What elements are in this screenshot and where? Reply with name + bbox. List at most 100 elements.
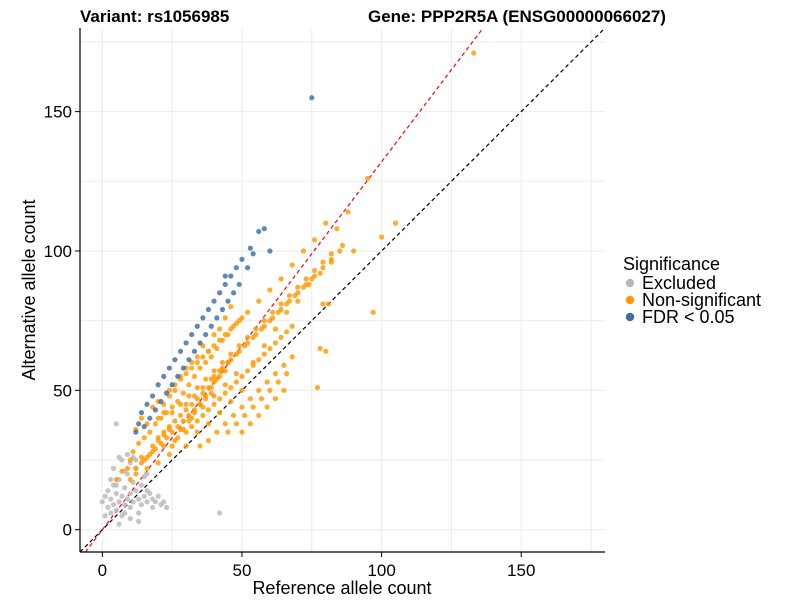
point-non-significant <box>236 343 242 349</box>
point-non-significant <box>253 326 259 332</box>
point-excluded <box>110 502 117 508</box>
point-non-significant <box>211 343 217 349</box>
point-fdr-0-05 <box>141 423 147 430</box>
point-non-significant <box>314 384 320 391</box>
point-non-significant <box>286 298 293 304</box>
point-non-significant <box>267 387 273 393</box>
point-fdr-0-05 <box>228 273 234 279</box>
point-excluded <box>122 502 128 508</box>
point-excluded <box>124 496 131 502</box>
point-non-significant <box>130 449 136 455</box>
point-non-significant <box>289 354 295 360</box>
point-non-significant <box>211 373 217 380</box>
point-non-significant <box>183 401 189 407</box>
point-non-significant <box>222 331 228 338</box>
point-fdr-0-05 <box>144 401 150 407</box>
point-excluded <box>127 504 133 511</box>
point-fdr-0-05 <box>225 298 231 304</box>
point-non-significant <box>256 412 262 419</box>
point-fdr-0-05 <box>133 429 139 435</box>
point-fdr-0-05 <box>147 415 153 421</box>
point-fdr-0-05 <box>194 323 200 329</box>
y-tick-label: 0 <box>63 521 72 540</box>
chart-title-variant: Variant: rs1056985 <box>80 7 229 26</box>
point-non-significant <box>217 326 223 332</box>
point-non-significant <box>228 351 234 357</box>
point-non-significant <box>194 429 200 435</box>
point-fdr-0-05 <box>239 256 245 262</box>
point-non-significant <box>127 476 133 483</box>
point-fdr-0-05 <box>214 315 220 321</box>
point-non-significant <box>233 379 239 385</box>
point-non-significant <box>197 401 203 407</box>
point-non-significant <box>284 309 290 315</box>
point-non-significant <box>191 393 198 399</box>
point-non-significant <box>136 440 142 446</box>
point-fdr-0-05 <box>138 410 145 416</box>
point-fdr-0-05 <box>183 340 189 346</box>
point-non-significant <box>205 407 212 413</box>
point-non-significant <box>270 309 276 315</box>
point-non-significant <box>230 412 237 419</box>
point-non-significant <box>272 340 279 346</box>
point-excluded <box>105 504 111 511</box>
y-tick-label: 100 <box>44 242 72 261</box>
point-non-significant <box>337 248 343 254</box>
point-non-significant <box>242 412 248 419</box>
point-non-significant <box>186 382 192 388</box>
point-non-significant <box>169 443 175 449</box>
point-fdr-0-05 <box>152 407 158 413</box>
point-non-significant <box>183 407 189 413</box>
point-non-significant <box>256 298 262 304</box>
point-non-significant <box>138 460 145 466</box>
point-non-significant <box>194 418 200 424</box>
reference-lines <box>79 27 606 553</box>
point-excluded <box>155 493 161 499</box>
point-non-significant <box>127 457 133 463</box>
point-non-significant <box>133 471 139 477</box>
point-excluded <box>136 518 142 524</box>
point-fdr-0-05 <box>175 373 181 380</box>
point-non-significant <box>180 390 186 396</box>
point-non-significant <box>471 50 477 56</box>
point-non-significant <box>169 410 175 416</box>
point-non-significant <box>270 315 276 321</box>
point-excluded <box>163 504 170 511</box>
point-excluded <box>113 482 119 488</box>
point-excluded <box>127 490 133 497</box>
point-non-significant <box>177 401 184 407</box>
point-non-significant <box>189 423 195 430</box>
point-non-significant <box>233 421 239 427</box>
point-fdr-0-05 <box>177 348 184 354</box>
point-non-significant <box>217 337 223 343</box>
point-non-significant <box>200 354 206 360</box>
point-non-significant <box>144 465 150 471</box>
point-excluded <box>136 496 142 502</box>
legend-marker-fdr <box>625 312 635 322</box>
point-non-significant <box>378 234 385 240</box>
point-non-significant <box>219 365 226 371</box>
y-tick-label: 150 <box>44 103 72 122</box>
point-non-significant <box>244 334 251 340</box>
point-non-significant <box>323 348 329 354</box>
point-non-significant <box>161 432 167 438</box>
point-non-significant <box>244 340 251 346</box>
point-non-significant <box>311 237 318 243</box>
legend-label-excluded: Excluded <box>642 273 716 293</box>
point-non-significant <box>194 354 200 360</box>
point-non-significant <box>189 365 195 371</box>
reference-line-identity <box>79 27 606 553</box>
legend-title: Significance <box>623 254 720 274</box>
point-fdr-0-05 <box>222 281 228 288</box>
chart-title-gene: Gene: PPP2R5A (ENSG00000066027) <box>368 7 666 26</box>
point-excluded <box>122 510 128 516</box>
point-non-significant <box>147 429 153 435</box>
point-non-significant <box>222 315 228 321</box>
point-non-significant <box>191 373 198 380</box>
point-fdr-0-05 <box>166 365 172 371</box>
point-fdr-0-05 <box>211 298 217 304</box>
point-non-significant <box>392 220 399 226</box>
point-non-significant <box>281 362 287 368</box>
point-non-significant <box>261 343 267 349</box>
